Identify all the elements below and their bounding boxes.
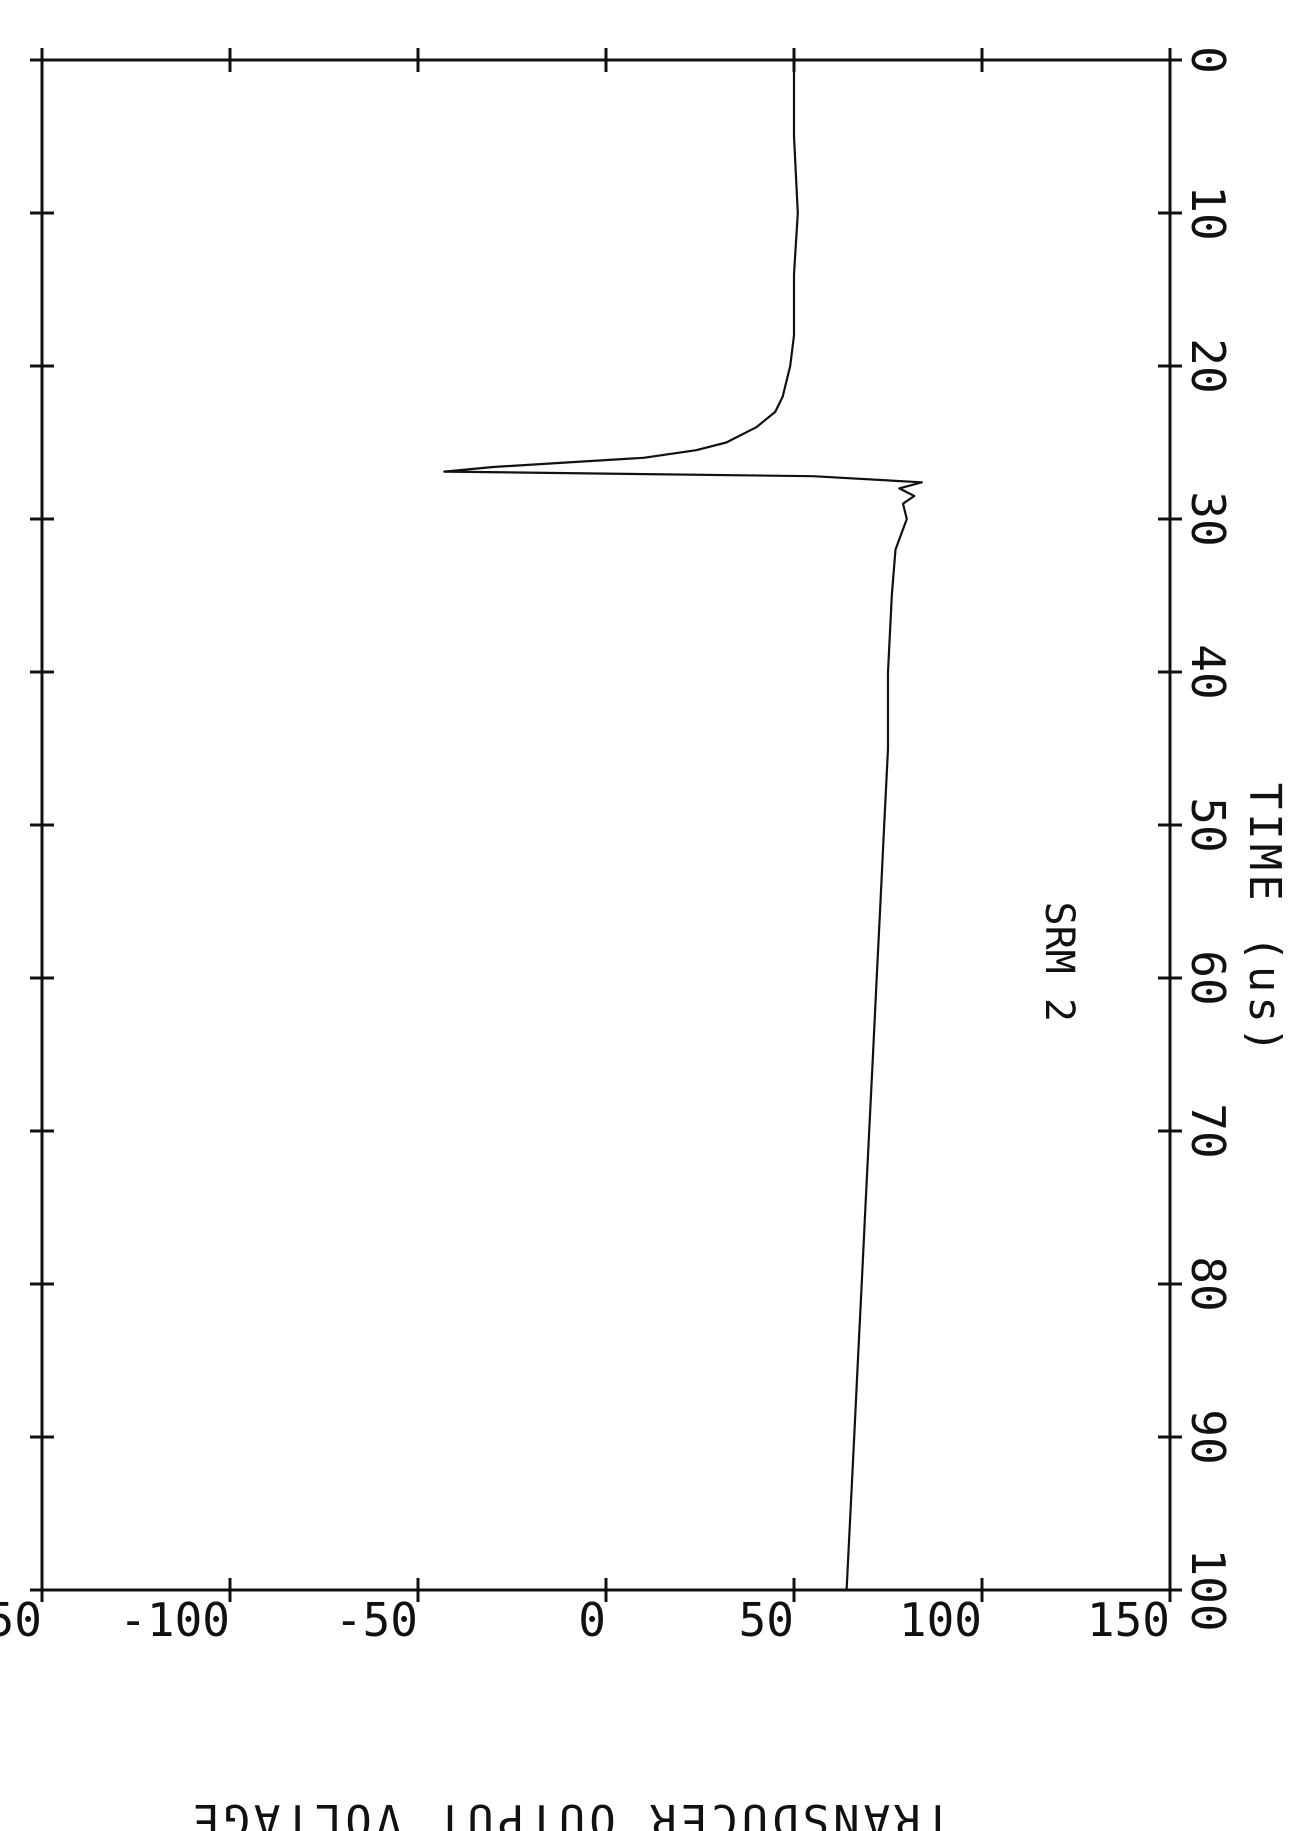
x-tick-label: 40 — [1181, 644, 1235, 699]
x-tick-label: 0 — [1181, 46, 1235, 74]
y-axis-label: TRANSDUCER OUTPUT VOLTAGE — [189, 1794, 951, 1831]
y-tick-labels: 150 100 50 0 -50 -100 -150 — [0, 1593, 1170, 1647]
x-tick-label: 30 — [1181, 491, 1235, 546]
series-line-0 — [443, 60, 923, 1591]
x-tick-label: 60 — [1181, 950, 1235, 1005]
x-tick-label: 100 — [1181, 1548, 1235, 1631]
y-tick-label: 50 — [739, 1593, 794, 1647]
y-tick-label: -50 — [335, 1593, 418, 1647]
tick-layer — [30, 48, 1182, 1602]
x-axis-label: TIME (us) — [1239, 783, 1290, 1057]
x-tick-labels: 0 10 20 30 40 50 60 70 80 90 100 — [1181, 46, 1235, 1631]
y-tick-label: -100 — [119, 1593, 230, 1647]
plot-frame — [40, 58, 1172, 1592]
x-tick-label: 80 — [1181, 1256, 1235, 1311]
y-tick-label: 100 — [899, 1593, 982, 1647]
x-tick-label: 50 — [1181, 797, 1235, 852]
trace-layer — [443, 60, 923, 1591]
y-tick-label: 0 — [578, 1593, 606, 1647]
x-tick-label: 20 — [1181, 338, 1235, 393]
x-tick-label: 70 — [1181, 1103, 1235, 1158]
y-tick-label: -150 — [0, 1593, 42, 1647]
annotation-srm2: SRM 2 — [1036, 902, 1082, 1022]
x-tick-label: 10 — [1181, 185, 1235, 240]
y-tick-label: 150 — [1087, 1593, 1170, 1647]
x-tick-label: 90 — [1181, 1409, 1235, 1464]
